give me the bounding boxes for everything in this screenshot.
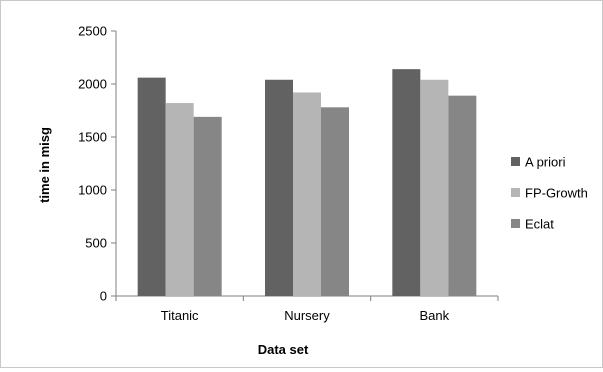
y-tick-label: 1500	[78, 130, 107, 145]
legend-swatch	[511, 219, 520, 228]
x-tick-label: Nursery	[284, 308, 330, 323]
y-tick-label: 2000	[78, 77, 107, 92]
y-axis: 0 500 1000 1500 2000 2500	[78, 24, 117, 304]
bars	[137, 69, 477, 296]
bar-eclat-nursery	[321, 107, 349, 296]
legend-label: FP-Growth	[525, 186, 588, 201]
y-tick-label: 500	[85, 236, 107, 251]
legend-swatch	[511, 188, 520, 197]
bar-a-priori-nursery	[265, 79, 293, 296]
bar-fp-growth-bank	[420, 79, 449, 296]
y-tick-label: 0	[100, 289, 107, 304]
x-tick-label: Bank	[420, 308, 450, 323]
bar-fp-growth-titanic	[165, 103, 194, 296]
bar-eclat-bank	[448, 95, 477, 296]
x-axis: Titanic Nursery Bank	[115, 295, 499, 323]
legend-label: Eclat	[525, 217, 554, 232]
legend: A priori FP-Growth Eclat	[511, 155, 588, 232]
x-tick-label: Titanic	[161, 308, 199, 323]
bar-a-priori-bank	[392, 69, 421, 296]
legend-swatch	[511, 157, 520, 166]
bar-eclat-titanic	[193, 116, 222, 296]
x-axis-title: Data set	[258, 342, 309, 357]
bar-a-priori-titanic	[137, 77, 166, 296]
y-tick-label: 2500	[78, 24, 107, 39]
y-tick-label: 1000	[78, 183, 107, 198]
legend-label: A priori	[525, 155, 566, 170]
y-axis-title: time in misg	[37, 127, 52, 203]
bar-fp-growth-nursery	[293, 92, 321, 296]
